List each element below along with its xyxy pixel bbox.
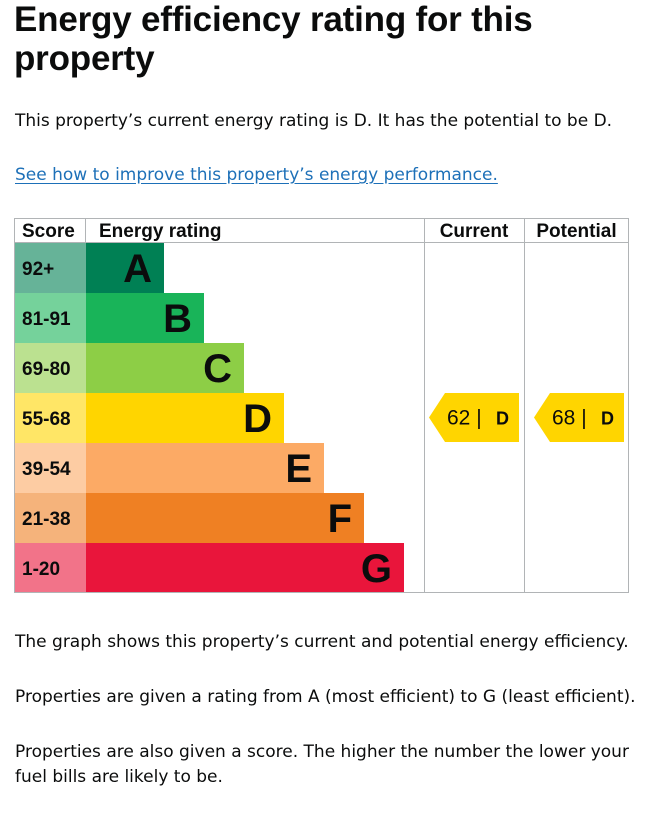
score-cell-g — [14, 543, 86, 593]
energy-rating-chart: Score Energy rating Current Potential 92+ A 81… — [14, 218, 629, 593]
rating-letter-d: D — [243, 397, 272, 441]
score-cell-f — [14, 493, 86, 543]
current-arrow — [429, 393, 519, 442]
potential-arrow — [534, 393, 624, 442]
intro-text: This property’s current energy rating is… — [15, 111, 613, 131]
rating-letter-f: F — [328, 497, 352, 541]
score-cell-d — [14, 393, 86, 443]
rating-bar-c — [86, 343, 244, 393]
rating-letter-c: C — [203, 347, 232, 391]
rating-bar-e — [86, 443, 324, 493]
rating-bar-d — [86, 393, 284, 443]
improve-link[interactable]: See how to improve this property’s energ… — [15, 165, 498, 185]
score-cell-a — [14, 243, 86, 293]
score-label-f: 21-38 — [22, 509, 71, 530]
rating-letter-b: B — [163, 297, 192, 341]
header-potential: Potential — [536, 221, 616, 242]
page-title: Energy efficiency rating for this proper… — [14, 0, 533, 78]
rating-bar-g — [86, 543, 404, 593]
score-label-b: 81-91 — [22, 309, 71, 330]
header-current: Current — [440, 221, 509, 242]
rating-letter-a: A — [123, 247, 152, 291]
score-cell-b — [14, 293, 86, 343]
score-cell-c — [14, 343, 86, 393]
rating-bar-b — [86, 293, 204, 343]
score-label-d: 55-68 — [22, 409, 71, 430]
potential-band-letter: D — [601, 409, 614, 429]
score-label-g: 1-20 — [22, 559, 60, 580]
graph-description: The graph shows this property’s current … — [15, 632, 629, 652]
score-label-c: 69-80 — [22, 359, 71, 380]
score-label-a: 92+ — [22, 259, 54, 280]
current-score-label: 62 | — [447, 407, 482, 430]
header-energy-rating: Energy rating — [99, 221, 221, 242]
rating-letter-g: G — [361, 547, 392, 591]
score-cell-e — [14, 443, 86, 493]
current-band-letter: D — [496, 409, 509, 429]
rating-letter-e: E — [285, 447, 312, 491]
rating-bar-a — [86, 243, 164, 293]
header-score: Score — [22, 221, 75, 242]
chart-border — [14, 218, 629, 593]
score-label-e: 39-54 — [22, 459, 71, 480]
improve-paragraph: See how to improve this property’s energ… — [15, 163, 640, 188]
rating-description: Properties are given a rating from A (mo… — [15, 687, 636, 707]
potential-score-label: 68 | — [552, 407, 587, 430]
score-description: Properties are also given a score. The h… — [15, 742, 629, 787]
rating-bar-f — [86, 493, 364, 543]
